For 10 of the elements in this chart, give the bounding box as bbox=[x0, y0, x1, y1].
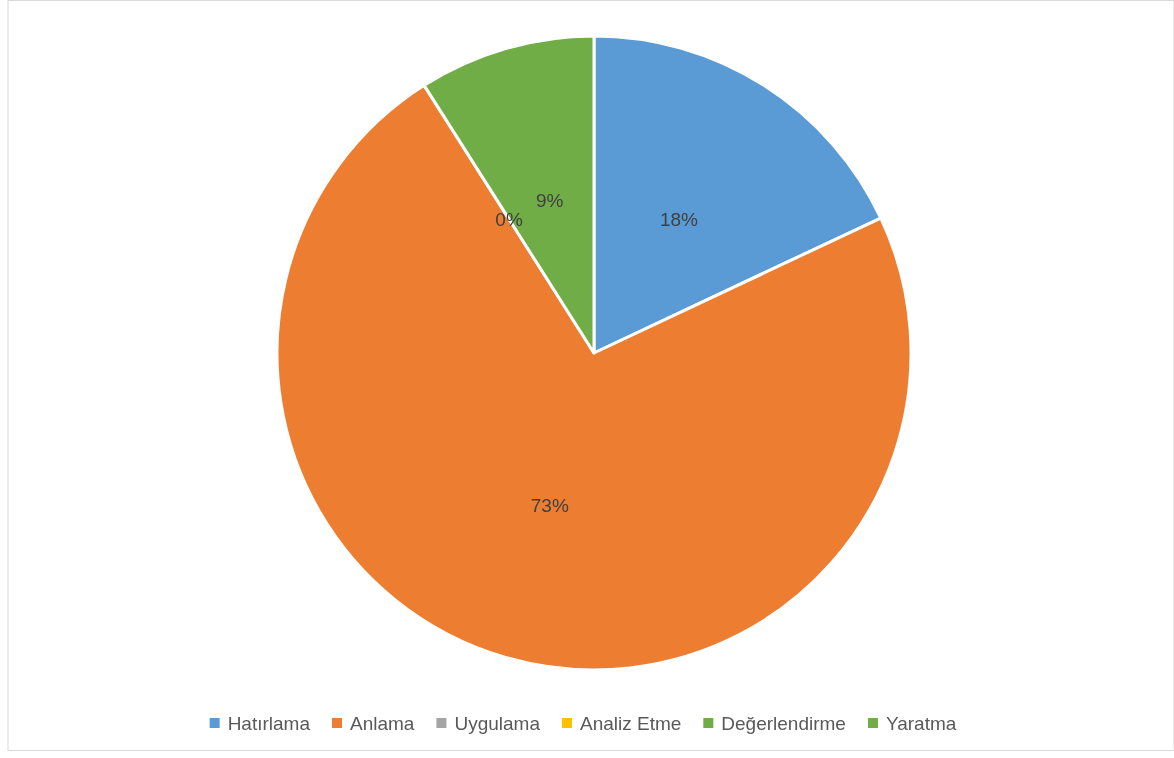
legend-label: Hatırlama bbox=[227, 712, 311, 734]
data-label: 18% bbox=[659, 208, 699, 230]
text: 0% bbox=[495, 208, 523, 230]
legend-label: Analiz Etme bbox=[579, 712, 682, 734]
legend-label: Değerlendirme bbox=[721, 712, 846, 734]
legend-label: Uygulama bbox=[454, 712, 541, 734]
data-label: 73% bbox=[530, 494, 569, 516]
data-label: 9% bbox=[536, 190, 564, 212]
legend-label: Yaratma bbox=[885, 712, 957, 734]
legend-label: Anlama bbox=[350, 712, 415, 734]
